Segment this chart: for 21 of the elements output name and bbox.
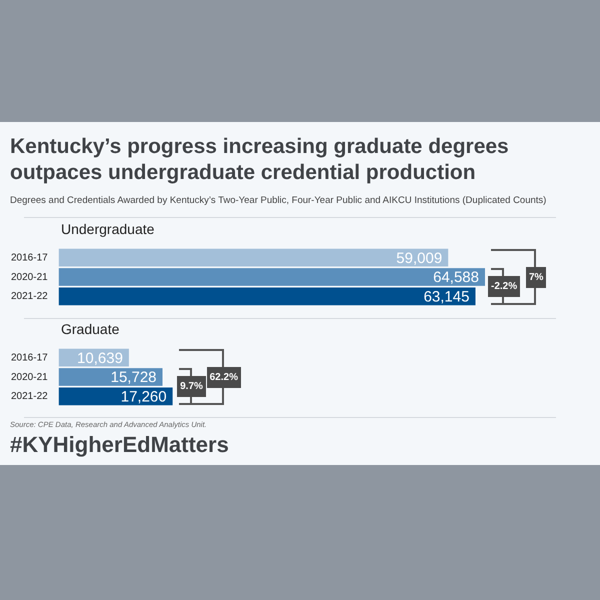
chart-title: Graduate bbox=[61, 321, 120, 337]
text: 62.2% bbox=[206, 366, 241, 388]
text: Kentucky’s progress increasing graduate degrees outpaces undergraduate credential production bbox=[10, 134, 510, 186]
text: Degrees and Credentials Awarded by Kentucky’s Two-Year Public, Four-Year Public and AIKCU Institutions (Duplicated Counts) bbox=[10, 195, 546, 206]
text: 9.7% bbox=[177, 376, 206, 398]
data-label: 17,260 bbox=[120, 388, 167, 406]
y-tick-label: 2020-21 bbox=[10, 372, 48, 383]
text: #KYHigherEdMatters bbox=[10, 432, 229, 458]
data-label: 10,639 bbox=[77, 350, 123, 367]
data-label: 59,009 bbox=[396, 250, 442, 267]
y-tick-label: 2016-17 bbox=[10, 252, 48, 264]
data-label: 15,728 bbox=[110, 369, 157, 386]
data-label: 64,588 bbox=[433, 269, 479, 286]
chart-title: Undergraduate bbox=[61, 221, 154, 237]
y-tick-label: 2020-21 bbox=[10, 272, 48, 283]
y-tick-label: 2021-22 bbox=[10, 291, 48, 302]
y-tick-label: 2021-22 bbox=[10, 391, 48, 402]
data-label: 63,145 bbox=[424, 288, 470, 306]
y-tick-label: 2016-17 bbox=[10, 352, 48, 364]
text: 7% bbox=[526, 266, 546, 288]
text: -2.2% bbox=[488, 276, 520, 298]
